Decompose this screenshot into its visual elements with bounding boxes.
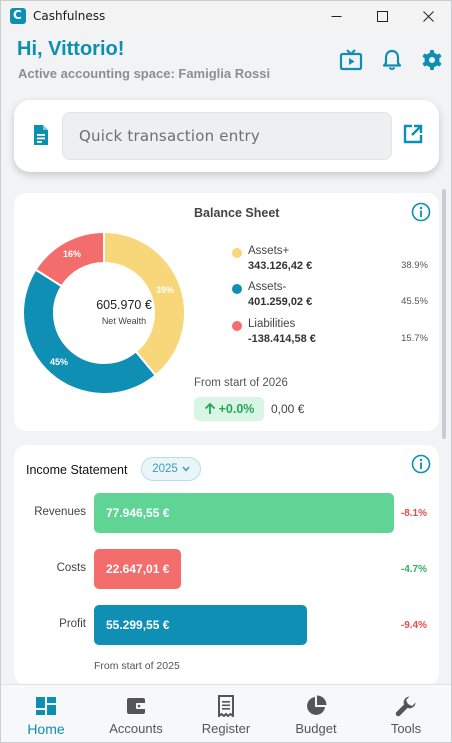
scrollbar[interactable] bbox=[442, 189, 446, 439]
row-label-profit: Profit bbox=[59, 618, 86, 630]
minimize-icon bbox=[331, 15, 341, 17]
donut-label-assets-plus: 39% bbox=[156, 285, 175, 295]
nav-label: Accounts bbox=[109, 721, 163, 736]
minimize-button[interactable] bbox=[313, 1, 359, 31]
info-icon[interactable] bbox=[411, 202, 431, 222]
costs-bar: 22.647,01 € bbox=[94, 549, 181, 589]
legend-dot bbox=[232, 321, 242, 331]
donut-segment-assets-plus bbox=[103, 231, 186, 377]
year-value: 2025 bbox=[152, 463, 178, 475]
arrow-up-icon bbox=[204, 403, 215, 414]
revenues-bar: 77.946,55 € bbox=[94, 493, 394, 533]
nav-label: Home bbox=[27, 721, 65, 737]
profit-bar: 55.299,55 € bbox=[94, 605, 307, 645]
nav-label: Register bbox=[201, 721, 251, 736]
close-icon bbox=[422, 10, 434, 22]
greeting-title: Hi, Vittorio! bbox=[17, 38, 125, 60]
year-selector[interactable]: 2025 bbox=[141, 457, 201, 481]
balance-sheet-card: Balance Sheet 605.970 € Net Wealth 39% 4… bbox=[14, 193, 439, 431]
income-statement-card: Income Statement 2025 Revenues 77.946,55… bbox=[14, 445, 439, 684]
title-bar: Cashfulness bbox=[1, 1, 451, 31]
donut-segment-liabilities bbox=[34, 231, 105, 288]
document-icon bbox=[32, 124, 50, 151]
donut-segment-assets-minus bbox=[22, 268, 158, 395]
quick-entry-card: Quick transaction entry bbox=[14, 100, 439, 172]
nav-item-budget[interactable]: Budget bbox=[271, 685, 361, 742]
legend-value: 343.126,42 € bbox=[248, 260, 313, 272]
app-header: Hi, Vittorio! Active accounting space: F… bbox=[1, 31, 451, 89]
net-wealth-amount: 605.970 € bbox=[96, 298, 152, 312]
balance-sheet-title: Balance Sheet bbox=[194, 206, 280, 220]
balance-donut-chart bbox=[22, 231, 186, 395]
revenues-delta: -8.1% bbox=[400, 508, 427, 519]
receipt-icon bbox=[217, 695, 235, 717]
legend-name: Assets+ bbox=[248, 245, 290, 257]
window-title: Cashfulness bbox=[33, 9, 106, 23]
active-space-subtitle: Active accounting space: Famiglia Rossi bbox=[18, 66, 271, 81]
open-external-icon[interactable] bbox=[403, 124, 423, 149]
nav-item-register[interactable]: Register bbox=[181, 685, 271, 742]
app-logo-icon bbox=[10, 8, 26, 24]
donut-label-liabilities: 16% bbox=[63, 249, 82, 259]
net-wealth-label: Net Wealth bbox=[101, 316, 147, 326]
income-statement-title: Income Statement bbox=[26, 463, 128, 477]
legend-value: 401.259,02 € bbox=[248, 296, 313, 308]
chevron-down-icon bbox=[182, 466, 190, 472]
delta-amount: 0,00 € bbox=[271, 402, 305, 416]
legend-value: -138.414,58 € bbox=[248, 333, 316, 345]
legend-name: Assets- bbox=[248, 281, 287, 293]
nav-label: Tools bbox=[390, 721, 422, 736]
quick-transaction-input[interactable]: Quick transaction entry bbox=[62, 112, 392, 160]
maximize-icon bbox=[376, 10, 388, 22]
info-icon[interactable] bbox=[411, 454, 431, 474]
maximize-button[interactable] bbox=[359, 1, 405, 31]
wallet-icon bbox=[125, 695, 147, 717]
window-controls bbox=[313, 1, 451, 31]
delta-value: +0.0% bbox=[218, 402, 255, 416]
nav-label: Budget bbox=[295, 721, 337, 736]
from-start-label: From start of 2026 bbox=[194, 377, 288, 389]
legend-dot bbox=[232, 248, 242, 258]
dashboard-scroll-area[interactable]: Quick transaction entry Balance Sheet bbox=[1, 89, 451, 684]
row-label-costs: Costs bbox=[56, 562, 86, 574]
close-button[interactable] bbox=[405, 1, 451, 31]
bottom-navigation: Home Accounts Register bbox=[1, 684, 451, 742]
legend-percent: 45.5% bbox=[401, 296, 428, 307]
delta-chip: +0.0% bbox=[194, 397, 264, 421]
legend-percent: 15.7% bbox=[401, 333, 428, 344]
legend-dot bbox=[232, 284, 242, 294]
legend-name: Liabilities bbox=[248, 318, 296, 330]
wrench-icon bbox=[395, 695, 417, 717]
bell-icon[interactable] bbox=[379, 47, 405, 73]
costs-delta: -4.7% bbox=[400, 564, 427, 575]
gear-icon[interactable] bbox=[419, 47, 445, 73]
nav-item-accounts[interactable]: Accounts bbox=[91, 685, 181, 742]
tv-icon[interactable] bbox=[338, 47, 364, 73]
nav-item-home[interactable]: Home bbox=[1, 685, 91, 742]
pie-chart-icon bbox=[305, 695, 327, 717]
legend-percent: 38.9% bbox=[401, 260, 428, 271]
nav-item-tools[interactable]: Tools bbox=[361, 685, 451, 742]
row-label-revenues: Revenues bbox=[34, 506, 86, 518]
income-from-start-label: From start of 2025 bbox=[94, 660, 180, 672]
profit-delta: -9.4% bbox=[400, 620, 427, 631]
donut-label-assets-minus: 45% bbox=[50, 357, 69, 367]
dashboard-icon bbox=[35, 695, 57, 717]
